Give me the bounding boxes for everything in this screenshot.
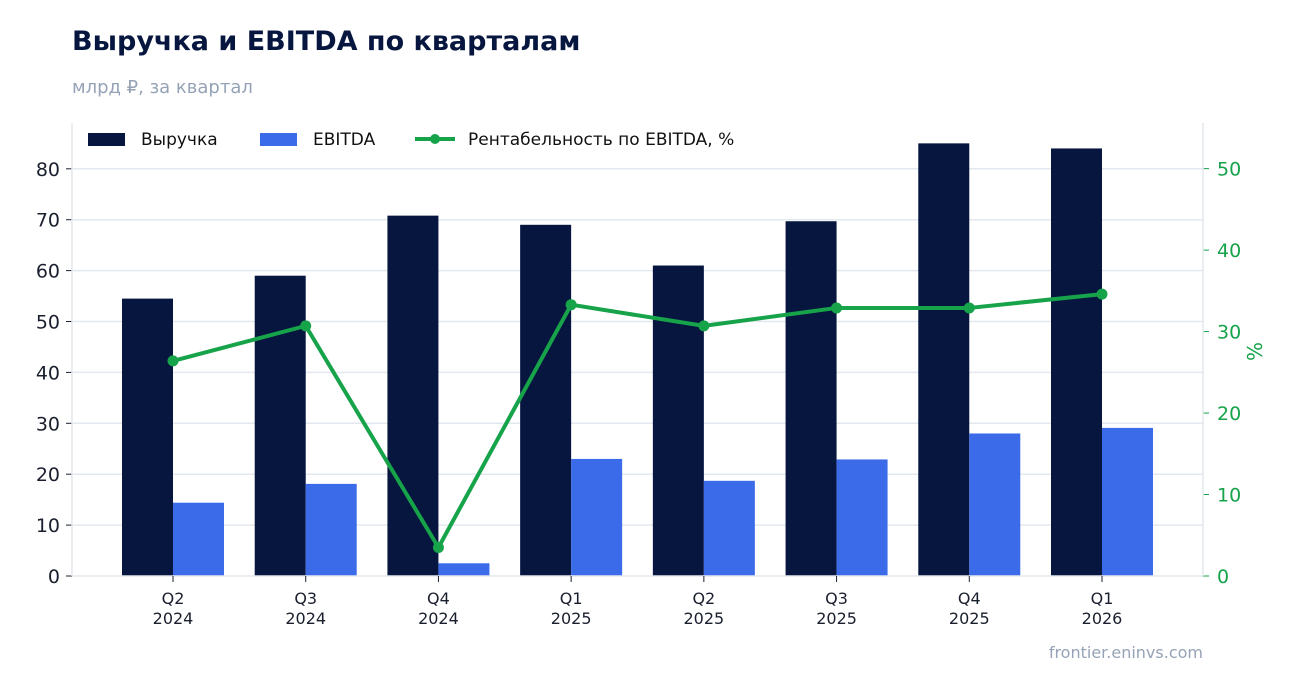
axes: 0 10 20 30 40 50 60 70 80 0 10 20 30 40 50% Q2 2024 Q3 202… (36, 123, 1267, 628)
left-tick-label: 80 (36, 159, 60, 181)
bar-ebitda (173, 502, 224, 576)
left-tick-label: 20 (36, 464, 60, 486)
legend-label: EBITDA (313, 130, 376, 150)
legend-swatch-marker (430, 134, 440, 144)
bar-ebitda (703, 480, 755, 576)
margin-point (698, 320, 710, 332)
x-tick-label: Q1 2026 (1082, 589, 1123, 628)
bar-revenue (652, 265, 704, 576)
legend-label: Рентабельность по EBITDA, % (468, 130, 734, 150)
right-tick-label: 10 (1217, 485, 1241, 507)
right-tick-label: 30 (1217, 322, 1241, 344)
bar-ebitda (1102, 427, 1153, 576)
right-tick-label: 50 (1217, 159, 1241, 181)
margin-point (300, 320, 312, 332)
margin-point (963, 302, 975, 314)
bar-revenue (520, 224, 572, 576)
x-tick-label: Q3 2025 (816, 589, 857, 628)
margin-line (172, 292, 1103, 550)
x-tick-label: Q4 2025 (949, 589, 990, 628)
legend-swatch-revenue (88, 133, 125, 146)
chart-subtitle: млрд ₽, за квартал (72, 77, 253, 98)
bar-ebitda (571, 458, 623, 576)
left-tick-label: 10 (36, 515, 60, 537)
bar-revenue (785, 221, 837, 576)
left-tick-label: 70 (36, 210, 60, 232)
x-tick-label: Q2 2025 (683, 589, 724, 628)
bar-ebitda (836, 459, 888, 576)
left-tick-label: 50 (36, 312, 60, 334)
margin-point (1096, 288, 1108, 300)
left-tick-label: 30 (36, 413, 60, 435)
legend-swatch-ebitda (260, 133, 297, 146)
right-tick-label: 20 (1217, 403, 1241, 425)
bar-revenue (387, 215, 439, 576)
line-layer (167, 288, 1108, 553)
source-credit: frontier.eninvs.com (1048, 643, 1203, 662)
x-tick-label: Q2 2024 (153, 589, 194, 628)
bar-ebitda (305, 483, 357, 576)
right-axis-label: % (1243, 342, 1267, 361)
right-tick-label: 40 (1217, 240, 1241, 262)
x-tick-label: Q3 2024 (285, 589, 326, 628)
margin-point (565, 299, 577, 311)
legend: Выручка EBITDA Рентабельность по EBITDA, % (88, 130, 734, 150)
bar-layer (122, 143, 1153, 576)
margin-point (831, 302, 843, 314)
bar-ebitda (969, 433, 1021, 576)
left-tick-label: 40 (36, 362, 60, 384)
bar-revenue (122, 298, 173, 576)
chart-title: Выручка и EBITDA по кварталам (72, 26, 581, 57)
margin-point (432, 541, 444, 553)
left-tick-label: 60 (36, 261, 60, 283)
bar-revenue (254, 275, 306, 576)
x-tick-label: Q1 2025 (551, 589, 592, 628)
left-tick-label: 0 (48, 566, 60, 588)
x-tick-label: Q4 2024 (418, 589, 459, 628)
right-tick-label: 0 (1217, 566, 1229, 588)
bar-revenue (918, 143, 970, 576)
gridlines (72, 168, 1203, 526)
bar-ebitda (438, 563, 490, 576)
bar-revenue (1051, 148, 1102, 576)
margin-point (167, 355, 179, 367)
legend-label: Выручка (141, 130, 218, 150)
